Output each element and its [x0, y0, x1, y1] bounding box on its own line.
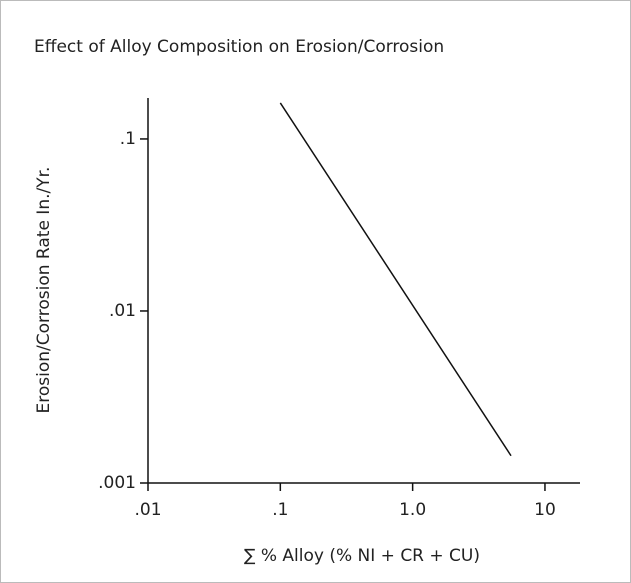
- x-axis-label: ∑ % Alloy (% NI + CR + CU): [244, 546, 480, 566]
- x-tick-label: .01: [134, 500, 161, 520]
- x-tick-label: 1.0: [399, 500, 426, 520]
- chart-title: Effect of Alloy Composition on Erosion/C…: [34, 37, 444, 57]
- x-tick-label: .1: [272, 500, 288, 520]
- y-axis-label: Erosion/Corrosion Rate In./Yr.: [34, 167, 54, 414]
- y-tick-label: .1: [120, 129, 136, 149]
- y-tick-label: .001: [98, 473, 136, 493]
- x-tick-label: 10: [534, 500, 556, 520]
- line-series: [279, 102, 512, 457]
- y-tick-label: .01: [109, 301, 136, 321]
